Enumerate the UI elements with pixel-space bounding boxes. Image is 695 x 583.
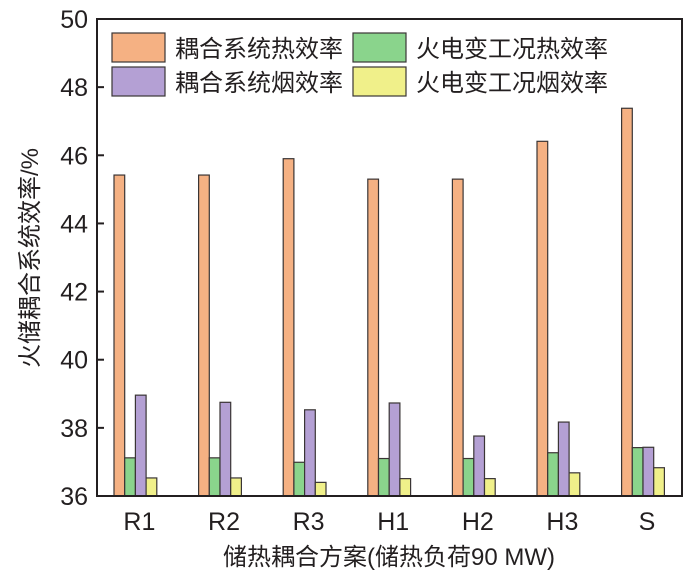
legend-swatch xyxy=(111,66,166,97)
x-tick-label: R2 xyxy=(208,508,240,536)
x-axis: R1 R2 R3 H1 H2 H3 S xyxy=(123,508,655,536)
bar-H2-3 xyxy=(473,435,486,497)
bar-R3-1 xyxy=(282,158,295,497)
bar-H1-4 xyxy=(399,478,412,497)
bar-R3-4 xyxy=(314,481,327,497)
y-tick-label: 36 xyxy=(60,483,88,511)
bar-H2-2 xyxy=(462,457,475,497)
y-axis: 36 38 40 42 44 46 48 50 xyxy=(60,6,104,511)
bar-H1-1 xyxy=(367,178,380,497)
legend-label: 火电变工况烟效率 xyxy=(416,70,608,97)
x-tick-label: H2 xyxy=(462,508,494,536)
x-tick-label: S xyxy=(639,508,656,536)
legend-label: 耦合系统热效率 xyxy=(175,36,343,63)
legend-swatch xyxy=(352,66,407,97)
bar-R2-1 xyxy=(198,174,210,497)
bar-R1-4 xyxy=(145,477,158,497)
bar-R2-3 xyxy=(219,401,232,497)
bar-S-3 xyxy=(642,446,655,497)
legend-swatch xyxy=(352,32,407,63)
y-axis-label: 火储耦合系统效率/% xyxy=(17,148,44,368)
bar-H3-3 xyxy=(557,421,570,497)
x-tick-label: H1 xyxy=(377,508,409,536)
bar-R1-3 xyxy=(134,394,147,497)
bar-R1-1 xyxy=(113,174,126,497)
bar-S-1 xyxy=(620,107,633,497)
bar-H3-1 xyxy=(536,140,549,497)
bar-R3-2 xyxy=(293,461,306,497)
bar-S-2 xyxy=(631,447,644,497)
y-tick-label: 44 xyxy=(60,210,88,238)
bar-H1-3 xyxy=(388,402,401,497)
legend-swatch xyxy=(111,32,166,63)
y-tick-label: 42 xyxy=(60,279,88,307)
y-tick-label: 46 xyxy=(60,142,88,170)
y-tick-label: 38 xyxy=(60,415,88,443)
bar-H2-1 xyxy=(451,178,464,497)
bar-R2-2 xyxy=(208,457,221,497)
bar-H3-2 xyxy=(547,452,560,497)
y-tick-label: 50 xyxy=(60,6,88,34)
x-tick-label: R3 xyxy=(293,508,325,536)
plot-frame xyxy=(96,18,683,497)
bar-H1-2 xyxy=(377,457,390,497)
y-tick-label: 40 xyxy=(60,347,88,375)
x-tick-label: R1 xyxy=(123,508,155,536)
bar-H2-4 xyxy=(483,478,496,497)
legend-label: 火电变工况热效率 xyxy=(416,36,608,63)
y-tick-label: 48 xyxy=(60,74,88,102)
x-tick-label: H3 xyxy=(546,508,578,536)
bar-R1-2 xyxy=(124,457,136,497)
bar-R2-4 xyxy=(230,477,242,497)
legend-label: 耦合系统烟效率 xyxy=(175,70,343,97)
bars xyxy=(113,107,666,497)
bar-H3-4 xyxy=(568,472,581,497)
x-axis-label: 储热耦合方案(储热负荷90 MW) xyxy=(223,544,555,571)
bar-S-4 xyxy=(653,467,666,497)
bar-R3-3 xyxy=(304,409,316,497)
